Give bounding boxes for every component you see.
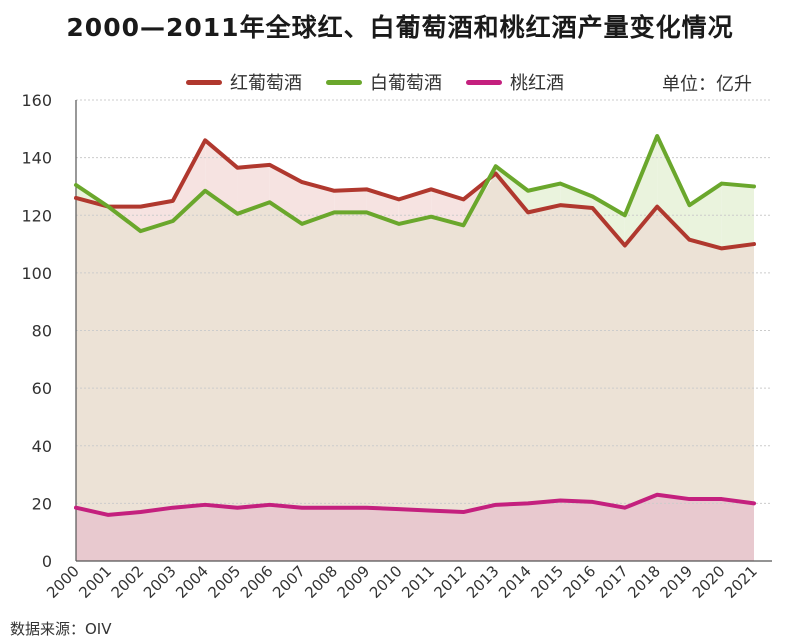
legend-item-red-wine: 红葡萄酒: [186, 69, 302, 95]
series-lines: [74, 134, 756, 517]
x-tick-label: 2009: [334, 562, 374, 602]
x-tick-label: 2001: [75, 562, 115, 602]
data-source: 数据来源：OIV: [10, 620, 112, 638]
area-base-fill: [76, 173, 754, 562]
legend-item-rose-wine: 桃红酒: [466, 69, 564, 95]
y-tick-label: 40: [32, 437, 52, 456]
area-gap-fill: [624, 136, 658, 246]
x-tick-label: 2002: [108, 562, 148, 602]
x-tick-label: 2015: [527, 562, 567, 602]
area-gap-fill: [689, 183, 722, 249]
rose-wine-line: [74, 492, 756, 517]
legend-label-rose-wine: 桃红酒: [510, 73, 564, 94]
unit-label: 单位：亿升: [662, 74, 752, 95]
area-gap-fill: [237, 164, 270, 214]
area-gap-fill: [172, 140, 206, 222]
legend-swatch-white-wine: [326, 79, 362, 85]
y-tick-label: 60: [32, 379, 52, 398]
legend-swatch-red-wine: [186, 79, 222, 85]
y-axis-ticks: 0 20 40 60 80 100 120 140 160: [21, 91, 52, 571]
area-gap-fill: [721, 183, 754, 249]
chart-legend: 红葡萄酒 白葡萄酒 桃红酒: [186, 68, 588, 96]
y-tick-label: 0: [42, 552, 52, 571]
x-tick-label: 2011: [398, 562, 438, 602]
area-gap-fill: [140, 200, 173, 232]
chart-title: 2000—2011年全球红、白葡萄酒和桃红酒产量变化情况: [66, 13, 734, 42]
x-tick-label: 2005: [205, 562, 245, 602]
y-tick-label: 100: [21, 264, 52, 283]
x-tick-label: 2013: [463, 562, 503, 602]
grid-lines: [75, 99, 772, 562]
x-tick-label: 2014: [495, 562, 535, 602]
x-tick-label: 2007: [269, 562, 309, 602]
x-tick-label: 2003: [140, 562, 180, 602]
area-rose-fill: [76, 494, 754, 561]
x-tick-label: 2019: [657, 562, 697, 602]
x-axis-ticks: 2000200120022003200420052006200720082009…: [43, 562, 761, 602]
legend-label-white-wine: 白葡萄酒: [370, 73, 442, 94]
area-gap-fill: [560, 183, 593, 209]
area-fills: [76, 136, 754, 562]
y-tick-label: 160: [21, 91, 52, 110]
legend-swatch-rose-wine: [466, 79, 502, 85]
x-tick-label: 2018: [624, 562, 664, 602]
legend-item-white-wine: 白葡萄酒: [326, 69, 442, 95]
x-tick-label: 2016: [560, 562, 600, 602]
y-tick-label: 120: [21, 206, 52, 225]
x-tick-label: 2017: [592, 562, 632, 602]
white-wine-line: [74, 134, 756, 234]
x-tick-label: 2006: [237, 562, 277, 602]
area-gap-fill: [334, 189, 367, 213]
y-tick-label: 80: [32, 322, 52, 341]
x-tick-label: 2008: [301, 562, 341, 602]
y-tick-label: 140: [21, 149, 52, 168]
x-tick-label: 2012: [431, 562, 471, 602]
x-tick-label: 2004: [172, 562, 212, 602]
x-tick-label: 2020: [689, 562, 729, 602]
x-tick-label: 2021: [721, 562, 761, 602]
x-tick-label: 2010: [366, 562, 406, 602]
red-wine-line: [74, 138, 756, 251]
legend-label-red-wine: 红葡萄酒: [230, 73, 302, 94]
y-tick-label: 20: [32, 494, 52, 513]
